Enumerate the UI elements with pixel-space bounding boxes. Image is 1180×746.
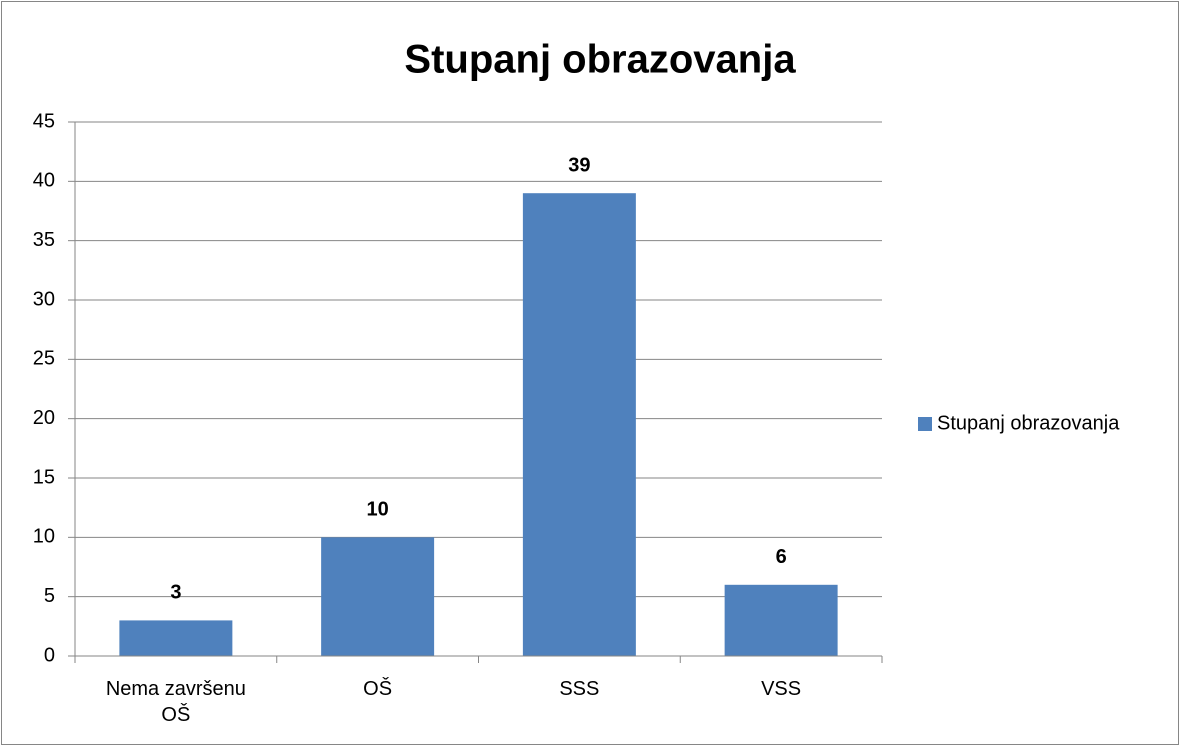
y-tick-label: 45 [33,110,55,132]
data-label: 6 [776,546,787,568]
y-tick-label: 30 [33,288,55,310]
y-tick-label: 25 [33,348,55,370]
x-tick-label: VSS [761,678,802,700]
y-tick-label: 40 [33,170,55,192]
legend-label: Stupanj obrazovanja [937,412,1120,434]
y-tick-label: 15 [33,466,55,488]
chart-title: Stupanj obrazovanja [404,38,796,82]
y-tick-label: 0 [44,644,55,666]
y-tick-label: 35 [33,229,55,251]
y-tick-label: 10 [33,526,55,548]
data-label: 3 [170,582,181,604]
data-label: 39 [568,154,590,176]
bar [522,193,636,656]
y-tick-label: 5 [44,585,55,607]
y-tick-label: 20 [33,407,55,429]
bar [119,620,233,656]
legend-swatch [918,417,932,431]
x-tick-label: OŠ [363,678,393,700]
x-tick-label: Nema završenu OŠ [105,678,246,726]
data-label: 10 [367,499,389,521]
bar [321,537,435,656]
bar [724,584,838,656]
x-tick-label: SSS [559,678,600,700]
